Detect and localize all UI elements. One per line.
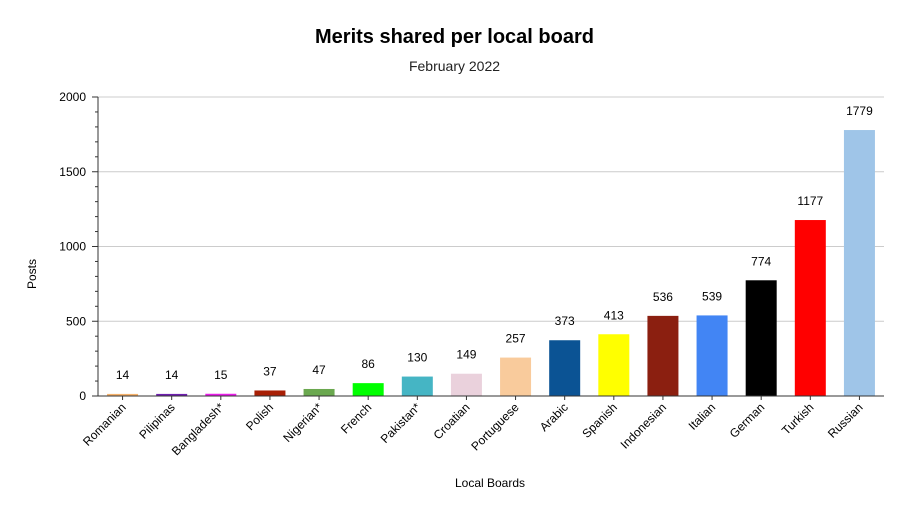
data-label: 14 <box>116 368 130 382</box>
data-label: 539 <box>702 289 722 303</box>
bar-turkish <box>794 220 826 396</box>
bar-french <box>352 383 384 396</box>
bar-portuguese <box>500 357 532 396</box>
x-tick-label: Italian <box>686 400 719 433</box>
data-label: 1177 <box>797 194 823 208</box>
data-label: 536 <box>653 290 673 304</box>
y-tick-label: 0 <box>79 389 86 403</box>
x-tick-label: Turkish <box>779 400 816 437</box>
x-tick-label: Nigerian* <box>280 400 325 445</box>
bar-indonesian <box>647 315 679 396</box>
bar-romanian <box>107 393 139 396</box>
x-tick-label: French <box>338 400 374 436</box>
x-tick-label: Pakistan* <box>378 400 424 446</box>
bar-german <box>745 280 777 396</box>
x-axis-title: Local Boards <box>455 476 525 490</box>
data-label: 1779 <box>846 104 873 118</box>
data-label: 413 <box>604 308 624 322</box>
bar-russian <box>843 130 875 397</box>
data-label: 373 <box>555 314 575 328</box>
bar-nigerian <box>303 388 335 396</box>
x-tick-label: German <box>727 400 768 441</box>
bar-pilipinas <box>156 393 188 396</box>
bars <box>107 130 875 397</box>
x-tick-label: Polish <box>243 400 276 433</box>
x-tick-label: Indonesian <box>618 400 669 451</box>
bar-bangladesh <box>205 393 237 396</box>
data-label: 47 <box>312 363 326 377</box>
x-tick-label: Croatian <box>431 400 473 442</box>
data-label: 86 <box>362 357 376 371</box>
x-tick-label: Arabic <box>537 400 571 434</box>
chart-title: Merits shared per local board <box>315 26 594 48</box>
data-label: 774 <box>751 254 771 268</box>
x-tick-label: Pilipinas <box>136 400 178 442</box>
bar-spanish <box>598 334 630 396</box>
bar-italian <box>696 315 728 396</box>
x-tick-label: Russian <box>825 400 866 441</box>
y-tick-label: 500 <box>66 314 86 328</box>
x-tick-label: Bangladesh* <box>169 400 227 458</box>
y-tick-label: 1500 <box>59 165 86 179</box>
x-tick-label: Romanian <box>80 400 129 449</box>
data-labels: 14 14 15 37 47 86 130 149 257 373 413 536 539 774 1177… <box>116 104 873 382</box>
y-axis: 0 500 1000 1500 2000 <box>59 90 99 403</box>
data-label: 130 <box>407 351 427 365</box>
bar-pakistan <box>401 376 433 396</box>
data-label: 37 <box>263 364 277 378</box>
y-tick-label: 2000 <box>59 90 86 104</box>
y-tick-label: 1000 <box>59 240 86 254</box>
data-label: 14 <box>165 368 179 382</box>
bar-arabic <box>549 340 581 396</box>
data-label: 149 <box>456 348 476 362</box>
bar-croatian <box>450 373 482 396</box>
bar-polish <box>254 390 286 396</box>
x-tick-label: Portuguese <box>468 400 522 454</box>
data-label: 15 <box>214 368 228 382</box>
x-tick-label: Spanish <box>579 400 620 441</box>
chart-subtitle: February 2022 <box>408 58 501 74</box>
data-label: 257 <box>506 332 526 346</box>
y-axis-title: Posts <box>25 259 39 289</box>
